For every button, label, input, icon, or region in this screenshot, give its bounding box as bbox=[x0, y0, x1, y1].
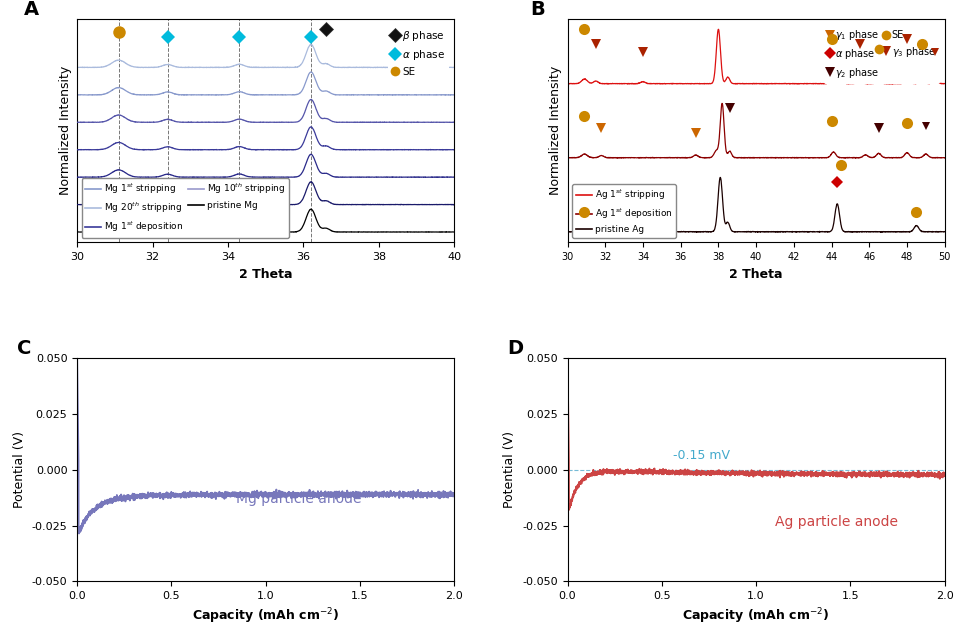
Text: Ag particle anode: Ag particle anode bbox=[775, 514, 898, 528]
Text: A: A bbox=[24, 0, 40, 19]
Text: D: D bbox=[507, 339, 523, 358]
Text: C: C bbox=[16, 339, 31, 358]
X-axis label: 2 Theta: 2 Theta bbox=[730, 268, 783, 281]
Y-axis label: Normalized Intensity: Normalized Intensity bbox=[59, 66, 71, 196]
Legend: $\gamma_1$ phase, $\alpha$ phase, $\gamma_2$ phase, SE, $\gamma_3$ phase: $\gamma_1$ phase, $\alpha$ phase, $\gamm… bbox=[824, 24, 940, 84]
Legend: Mg 1$^{st}$ stripping, Mg 20$^{th}$ stripping, Mg 1$^{st}$ deposition, Mg 10$^{t: Mg 1$^{st}$ stripping, Mg 20$^{th}$ stri… bbox=[82, 178, 289, 238]
Y-axis label: Potential (V): Potential (V) bbox=[13, 431, 26, 509]
Text: B: B bbox=[530, 0, 545, 19]
X-axis label: Capacity (mAh cm$^{-2}$): Capacity (mAh cm$^{-2}$) bbox=[683, 607, 830, 626]
Text: Mg particle anode: Mg particle anode bbox=[235, 493, 362, 506]
Y-axis label: Normalized Intensity: Normalized Intensity bbox=[549, 66, 562, 196]
Y-axis label: Potential (V): Potential (V) bbox=[503, 431, 517, 509]
X-axis label: 2 Theta: 2 Theta bbox=[239, 268, 292, 281]
X-axis label: Capacity (mAh cm$^{-2}$): Capacity (mAh cm$^{-2}$) bbox=[192, 607, 339, 626]
Text: -0.15 mV: -0.15 mV bbox=[673, 449, 730, 462]
